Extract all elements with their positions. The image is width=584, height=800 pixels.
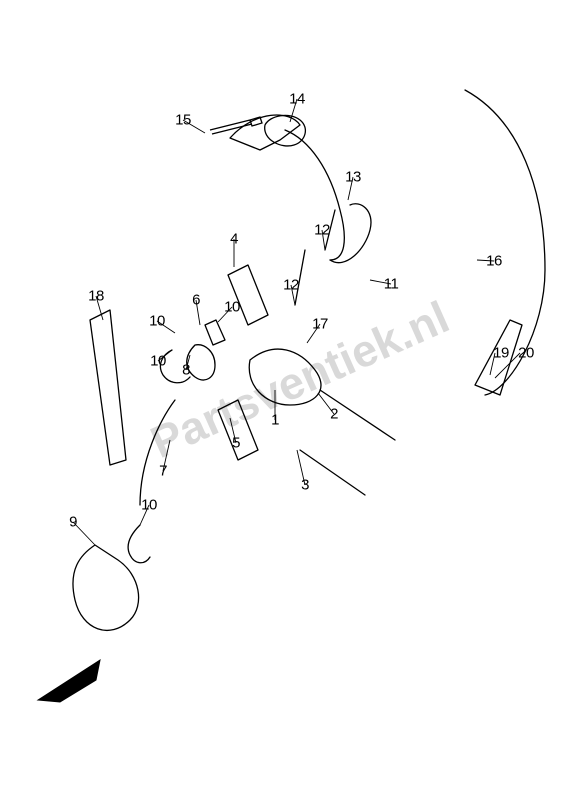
diagram-svg [0,0,584,800]
direction-arrow [38,660,100,702]
callout-14: 14 [289,91,305,108]
part-curve [228,265,268,325]
part-curve [140,400,175,505]
callout-10: 10 [149,313,165,330]
callout-20: 20 [518,345,534,362]
callout-12: 12 [283,277,299,294]
callout-16: 16 [486,253,502,270]
part-curve [285,130,344,260]
part-curve [73,545,139,630]
callout-3: 3 [301,477,309,494]
part-curve [330,204,371,263]
parts-diagram: Partsventiek.nl 123456789101010101112121… [0,0,584,800]
callout-4: 4 [230,231,238,248]
part-curve [205,320,225,345]
callout-2: 2 [330,406,338,423]
callout-6: 6 [192,292,200,309]
callout-10: 10 [141,497,157,514]
part-curve [187,345,215,380]
callout-13: 13 [345,169,361,186]
callout-11: 11 [384,276,399,293]
callout-7: 7 [159,463,167,480]
callout-1: 1 [271,412,279,429]
part-curve [249,349,321,405]
callout-10: 10 [224,299,240,316]
callout-5: 5 [232,435,240,452]
callout-8: 8 [182,362,190,379]
part-curve [300,450,365,495]
callout-12: 12 [314,222,330,239]
callout-10: 10 [150,353,166,370]
callout-15: 15 [175,112,191,129]
callout-18: 18 [88,288,104,305]
part-curve [128,525,150,563]
callout-17: 17 [312,316,328,333]
callout-19: 19 [493,345,509,362]
callout-9: 9 [69,514,77,531]
part-curve [90,310,126,465]
